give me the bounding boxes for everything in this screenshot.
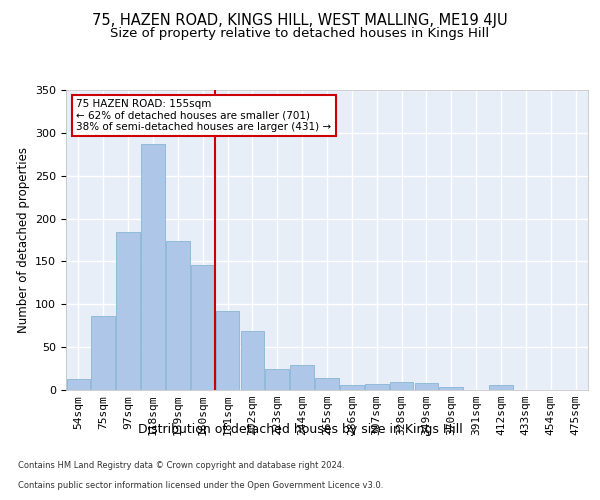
Bar bbox=[216, 311, 239, 390]
Bar bbox=[166, 241, 190, 390]
Bar bbox=[290, 365, 314, 390]
Bar bbox=[365, 384, 389, 390]
Bar bbox=[265, 368, 289, 390]
Bar bbox=[315, 378, 339, 390]
Bar bbox=[340, 385, 364, 390]
Bar bbox=[67, 379, 90, 390]
Text: Distribution of detached houses by size in Kings Hill: Distribution of detached houses by size … bbox=[137, 422, 463, 436]
Bar bbox=[415, 383, 438, 390]
Text: 75 HAZEN ROAD: 155sqm
← 62% of detached houses are smaller (701)
38% of semi-det: 75 HAZEN ROAD: 155sqm ← 62% of detached … bbox=[76, 99, 332, 132]
Text: Contains HM Land Registry data © Crown copyright and database right 2024.: Contains HM Land Registry data © Crown c… bbox=[18, 461, 344, 470]
Text: Contains public sector information licensed under the Open Government Licence v3: Contains public sector information licen… bbox=[18, 481, 383, 490]
Bar bbox=[439, 388, 463, 390]
Bar bbox=[390, 382, 413, 390]
Text: Size of property relative to detached houses in Kings Hill: Size of property relative to detached ho… bbox=[110, 28, 490, 40]
Bar bbox=[489, 385, 513, 390]
Text: 75, HAZEN ROAD, KINGS HILL, WEST MALLING, ME19 4JU: 75, HAZEN ROAD, KINGS HILL, WEST MALLING… bbox=[92, 12, 508, 28]
Bar bbox=[191, 265, 215, 390]
Bar bbox=[116, 232, 140, 390]
Bar bbox=[241, 331, 264, 390]
Bar bbox=[91, 316, 115, 390]
Y-axis label: Number of detached properties: Number of detached properties bbox=[17, 147, 29, 333]
Bar bbox=[141, 144, 165, 390]
